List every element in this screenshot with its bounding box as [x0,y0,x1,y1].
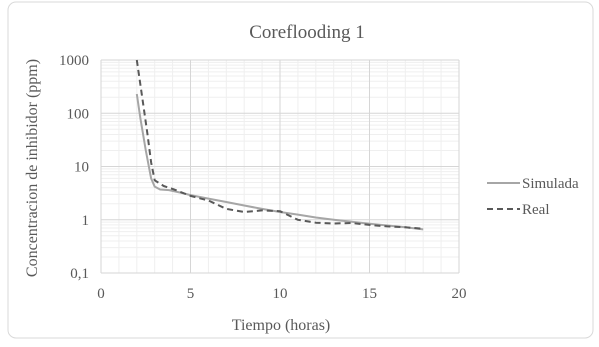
y-tick-label: 100 [67,106,90,122]
y-tick-label: 1 [82,213,90,229]
y-axis-label: Concentracion de inhibidor (ppm) [24,59,41,277]
x-tick-label: 10 [273,286,288,302]
axis-tick-labels: 0 5 10 15 20 0,1 1 10 100 1000 [59,53,467,302]
legend-label-real: Real [522,202,550,218]
chart-border [7,1,594,339]
series-line-simulada [135,93,424,231]
y-tick-label: 1000 [59,53,89,69]
y-tick-label: 0,1 [70,266,89,282]
x-tick-label: 5 [187,286,195,302]
y-tick-label: 10 [74,160,89,176]
plot-series [135,59,424,231]
x-axis-label: Tiempo (horas) [232,317,331,334]
x-tick-label: 15 [362,286,377,302]
plot-gridlines [100,59,460,274]
legend-label-simulada: Simulada [522,176,579,192]
x-tick-label: 20 [452,286,467,302]
x-tick-label: 0 [97,286,105,302]
chart-title: Coreflooding 1 [249,22,365,43]
legend: Simulada Real [487,176,579,218]
